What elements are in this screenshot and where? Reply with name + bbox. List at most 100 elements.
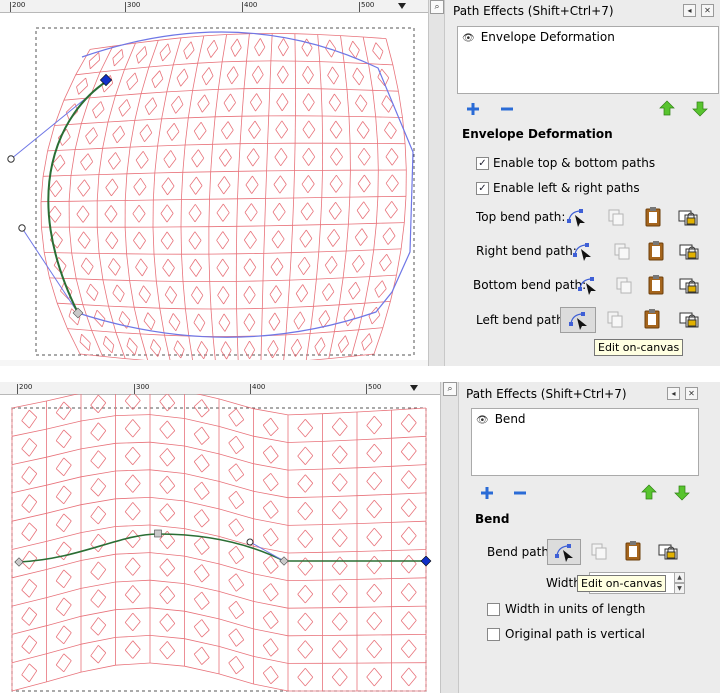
top-canvas-area[interactable]: 200 300 400 500 xyxy=(0,0,428,366)
panel-close-button[interactable]: ✕ xyxy=(685,387,698,400)
move-down-icon[interactable] xyxy=(674,484,690,501)
zoom-icon[interactable]: ⌕ xyxy=(430,0,444,14)
bottom-path-effects-panel: Path Effects (Shift+Ctrl+7) ◂ ✕ 👁 Bend Be… xyxy=(458,382,720,693)
copy-path-icon xyxy=(614,243,630,260)
bend-path-buttons xyxy=(547,539,687,565)
move-up-icon[interactable] xyxy=(641,484,657,501)
paste-path-icon xyxy=(625,541,641,561)
panel-title: Path Effects (Shift+Ctrl+7) xyxy=(466,387,627,401)
link-to-path-icon xyxy=(679,244,699,260)
ruler-label: 400 xyxy=(244,1,258,9)
top-vertical-scrollbar[interactable]: ⌕ xyxy=(428,0,445,366)
enable-top-bottom-checkbox[interactable]: ✓ xyxy=(476,157,489,170)
ruler-label: 300 xyxy=(127,1,141,9)
ruler-label: 500 xyxy=(361,1,375,9)
paste-path-icon xyxy=(644,309,660,329)
right-bend-path-buttons xyxy=(567,239,699,265)
paste-path-button[interactable] xyxy=(641,273,671,297)
copy-path-button[interactable] xyxy=(600,307,630,331)
remove-effect-icon[interactable] xyxy=(499,101,515,117)
screenshot-divider xyxy=(0,366,720,382)
link-to-path-button[interactable] xyxy=(674,239,704,263)
top-bend-path-buttons xyxy=(561,205,698,231)
paste-path-button[interactable] xyxy=(638,205,668,229)
link-to-path-icon xyxy=(658,544,678,560)
width-in-units-label: Width in units of length xyxy=(505,602,646,616)
paste-path-icon xyxy=(648,275,664,295)
copy-path-button[interactable] xyxy=(609,273,639,297)
edit-on-canvas-button[interactable] xyxy=(572,273,602,297)
link-to-path-icon xyxy=(679,312,699,328)
bottom-vertical-scrollbar[interactable]: ⌕ xyxy=(440,382,459,693)
enable-left-right-checkbox[interactable]: ✓ xyxy=(476,182,489,195)
eye-icon[interactable]: 👁 xyxy=(462,33,475,44)
paste-path-button[interactable] xyxy=(637,307,667,331)
remove-effect-icon[interactable] xyxy=(512,485,528,501)
edit-on-canvas-button[interactable] xyxy=(560,307,596,333)
bottom-bend-path-buttons xyxy=(572,273,702,299)
panel-iconify-button[interactable]: ◂ xyxy=(667,387,680,400)
list-item[interactable]: 👁 Envelope Deformation xyxy=(458,27,718,47)
selected-node xyxy=(99,73,113,87)
add-effect-icon[interactable] xyxy=(479,485,495,501)
width-increment-button[interactable]: ▲ xyxy=(674,572,685,583)
ruler-label: 500 xyxy=(368,383,382,391)
zoom-icon[interactable]: ⌕ xyxy=(443,382,457,396)
link-to-path-button[interactable] xyxy=(674,273,704,297)
paste-path-button[interactable] xyxy=(641,239,671,263)
bend-path-editing xyxy=(18,533,426,563)
left-bend-path-label: Left bend path: xyxy=(476,313,568,327)
copy-path-icon xyxy=(591,543,607,560)
edit-on-canvas-icon xyxy=(555,544,573,562)
link-to-path-button[interactable] xyxy=(653,539,683,563)
effect-list[interactable]: 👁 Envelope Deformation xyxy=(457,26,719,94)
path-node xyxy=(14,557,24,567)
panel-title: Path Effects (Shift+Ctrl+7) xyxy=(453,4,614,18)
effect-list[interactable]: 👁 Bend xyxy=(471,408,699,476)
bezier-handle xyxy=(7,155,15,163)
link-to-path-icon xyxy=(679,278,699,294)
move-down-icon[interactable] xyxy=(692,100,708,117)
top-path-effects-panel: Path Effects (Shift+Ctrl+7) ◂ ✕ 👁 Envelop… xyxy=(444,0,720,366)
path-vertical-checkbox[interactable] xyxy=(487,628,500,641)
bottom-horizontal-ruler: 200 300 400 500 xyxy=(0,382,440,395)
edit-on-canvas-button[interactable] xyxy=(547,539,581,565)
copy-path-icon xyxy=(607,311,623,328)
bottom-drawing-canvas[interactable] xyxy=(0,394,440,693)
selected-node xyxy=(420,555,432,567)
copy-path-button[interactable] xyxy=(607,239,637,263)
panel-close-button[interactable]: ✕ xyxy=(701,4,714,17)
page-border xyxy=(35,27,415,356)
link-to-path-button[interactable] xyxy=(674,307,704,331)
ruler-label: 200 xyxy=(12,1,26,9)
effect-name: Envelope Deformation xyxy=(480,30,615,44)
add-effect-icon[interactable] xyxy=(465,101,481,117)
list-item[interactable]: 👁 Bend xyxy=(472,409,698,429)
link-to-path-button[interactable] xyxy=(673,205,703,229)
top-horizontal-ruler: 200 300 400 500 xyxy=(0,0,428,13)
path-node xyxy=(72,307,84,319)
envelope-deformed-grid xyxy=(40,33,407,365)
paste-path-button[interactable] xyxy=(618,539,648,563)
bottom-canvas-area[interactable]: 200 300 400 500 xyxy=(0,382,440,693)
edit-on-canvas-button[interactable] xyxy=(567,239,597,263)
width-in-units-checkbox[interactable] xyxy=(487,603,500,616)
bezier-handle xyxy=(246,538,254,546)
panel-iconify-button[interactable]: ◂ xyxy=(683,4,696,17)
enable-top-bottom-label: Enable top & bottom paths xyxy=(493,156,656,170)
edit-on-canvas-button[interactable] xyxy=(561,205,591,229)
eye-icon[interactable]: 👁 xyxy=(476,415,489,426)
width-label: Width xyxy=(546,576,581,590)
left-bend-path-editing xyxy=(47,80,108,314)
edit-on-canvas-tooltip: Edit on-canvas xyxy=(594,339,684,356)
width-decrement-button[interactable]: ▼ xyxy=(674,583,685,594)
top-drawing-canvas[interactable] xyxy=(0,12,428,366)
top-canvas-bottom-edge xyxy=(0,360,428,366)
ruler-label: 300 xyxy=(136,383,150,391)
paste-path-icon xyxy=(648,241,664,261)
move-up-icon[interactable] xyxy=(659,100,675,117)
copy-path-button[interactable] xyxy=(601,205,631,229)
top-bend-path-label: Top bend path: xyxy=(476,210,566,224)
ruler-label: 200 xyxy=(19,383,33,391)
copy-path-button[interactable] xyxy=(584,539,614,563)
